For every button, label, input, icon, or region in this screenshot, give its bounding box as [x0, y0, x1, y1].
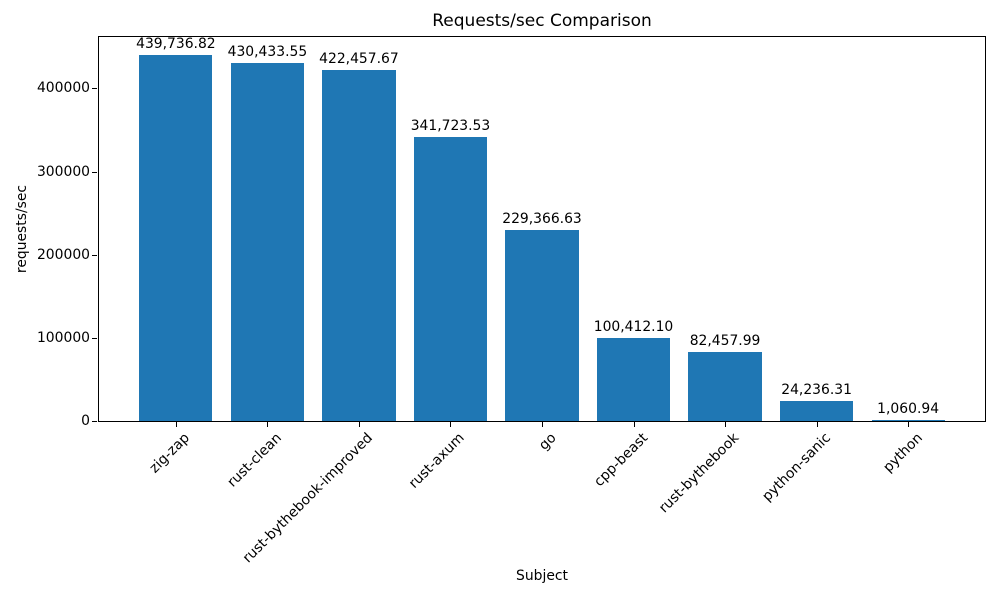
- y-tick-mark: [92, 421, 97, 422]
- bar-rust-axum: [413, 136, 488, 421]
- bar-python: [871, 420, 945, 421]
- bar-value-label: 422,457.67: [319, 50, 399, 67]
- x-tick-mark: [633, 422, 635, 427]
- y-axis-label: requests/sec: [14, 184, 30, 274]
- x-tick-label: python-sanic: [759, 430, 834, 505]
- y-tick-mark: [92, 254, 97, 256]
- x-tick-mark: [267, 422, 269, 427]
- x-tick-label: rust-axum: [406, 430, 468, 492]
- x-tick-mark: [908, 422, 910, 427]
- y-tick-label: 400000: [36, 80, 90, 97]
- bar-cpp-beast: [596, 337, 671, 421]
- bar-value-label: 430,433.55: [227, 44, 308, 61]
- bar-value-label: 1,060.94: [877, 401, 940, 417]
- y-tick-label: 300000: [36, 163, 90, 180]
- bar-value-label: 82,457.99: [689, 333, 761, 350]
- y-tick-label: 200000: [36, 246, 90, 263]
- bar-rust-bythebook: [688, 352, 762, 421]
- x-tick-label: cpp-beast: [590, 430, 651, 490]
- x-tick-label: zig-zap: [146, 430, 194, 477]
- plot-area: 439,736.82 430,433.55 422,457.67 341,723.53…: [98, 36, 986, 422]
- x-tick-mark: [816, 422, 818, 427]
- chart-title: Requests/sec Comparison: [432, 11, 652, 31]
- y-tick-mark: [92, 171, 97, 173]
- bar-value-label: 229,366.63: [502, 211, 582, 228]
- bar-python-sanic: [779, 400, 854, 421]
- x-tick-label: python: [879, 430, 926, 476]
- y-tick-mark: [92, 88, 97, 90]
- x-tick-label: rust-bythebook: [656, 430, 743, 517]
- y-tick-mark: [92, 337, 97, 339]
- bar-value-label: 100,412.10: [593, 318, 674, 335]
- bar-zig-zap: [139, 55, 213, 421]
- bar-rust-clean: [230, 63, 305, 421]
- bar-go: [505, 230, 579, 421]
- x-tick-label: go: [535, 430, 560, 454]
- x-axis-label: Subject: [516, 568, 568, 584]
- bar-value-label: 24,236.31: [781, 381, 852, 398]
- x-tick-mark: [725, 422, 727, 427]
- x-tick-mark: [358, 422, 360, 427]
- bar-value-label: 341,723.53: [410, 117, 491, 134]
- bar-rust-bythebook-improved: [322, 69, 396, 421]
- bar-value-label: 439,736.82: [136, 36, 216, 53]
- x-tick-mark: [450, 422, 452, 427]
- x-tick-label: rust-clean: [224, 430, 285, 491]
- y-tick-label: 100000: [36, 329, 90, 346]
- x-tick-mark: [175, 422, 177, 427]
- x-tick-mark: [542, 422, 543, 427]
- y-tick-label: 0: [81, 413, 90, 429]
